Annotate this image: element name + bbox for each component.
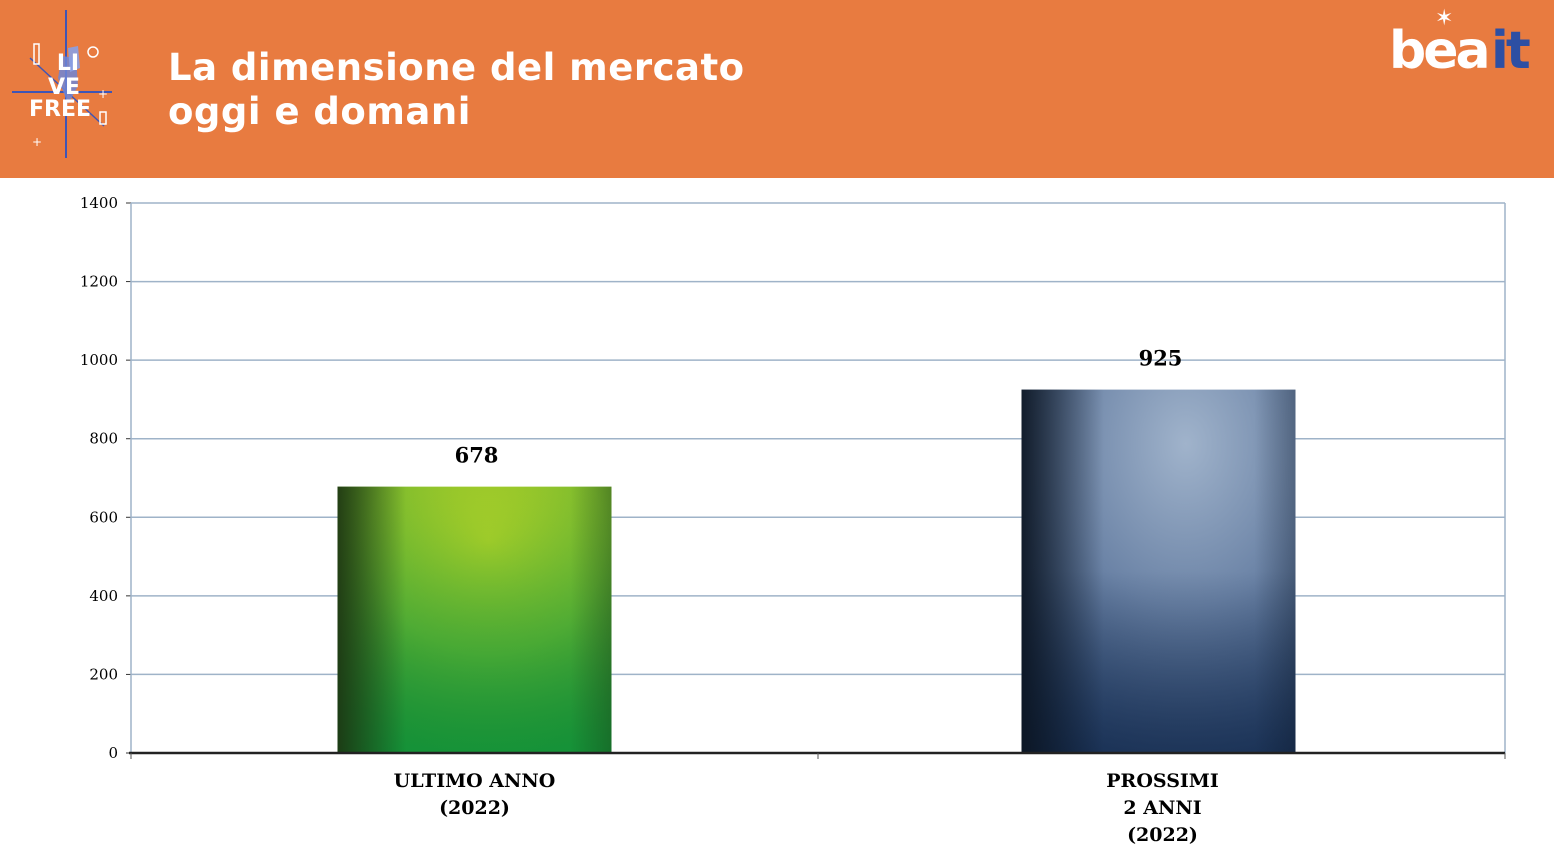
axes [129,203,1506,759]
bar-1 [337,486,612,753]
category-labels: ULTIMO ANNO (2022) PROSSIMI 2 ANNI (2022) [394,770,1219,846]
svg-text:LI: LI [57,51,79,76]
svg-text:+: + [32,135,42,149]
svg-text:VE: VE [48,75,80,100]
header-banner: LI VE FREE + + La dimensione del mercato… [0,0,1554,178]
y-axis-ticks: 0 200 400 600 800 1000 1200 1400 [80,194,131,762]
svg-text:FREE: FREE [29,97,91,122]
bar-2 [1021,389,1296,753]
x-category-label: 2 ANNI [1123,797,1201,819]
x-category-label: PROSSIMI [1106,770,1219,792]
x-category-label: (2022) [439,797,510,819]
beait-logo-bea: bea [1389,21,1491,81]
svg-text:+: + [98,87,108,101]
live-free-logo: LI VE FREE + + [12,10,112,158]
page-title: La dimensione del mercato oggi e domani [168,46,745,134]
data-label: 925 [1139,346,1183,371]
data-labels: 678 925 [455,346,1183,468]
x-category-label: ULTIMO ANNO [394,770,556,792]
gridlines [131,202,1505,676]
bar-shade-side [1021,389,1296,753]
bar-chart: 0 200 400 600 800 1000 1200 1400 678 925 ULTIMO … [80,194,1506,846]
y-tick-label: 0 [108,744,118,762]
y-tick-label: 1400 [80,194,118,212]
x-category-label: (2022) [1127,824,1198,846]
star-icon: ✶ [1435,6,1454,31]
title-line-2: oggi e domani [168,90,471,133]
title-line-1: La dimensione del mercato [168,46,745,89]
y-tick-label: 800 [89,430,118,448]
bar-shade-side [337,486,612,753]
y-tick-label: 1000 [80,351,118,369]
beait-logo: ✶ bea it [1385,6,1535,84]
y-tick-label: 1200 [80,273,118,291]
data-label: 678 [455,443,499,468]
y-tick-label: 600 [89,508,118,526]
beait-logo-it: it [1491,21,1531,81]
bars [337,389,1296,753]
y-tick-label: 400 [89,587,118,605]
y-tick-label: 200 [89,665,118,683]
